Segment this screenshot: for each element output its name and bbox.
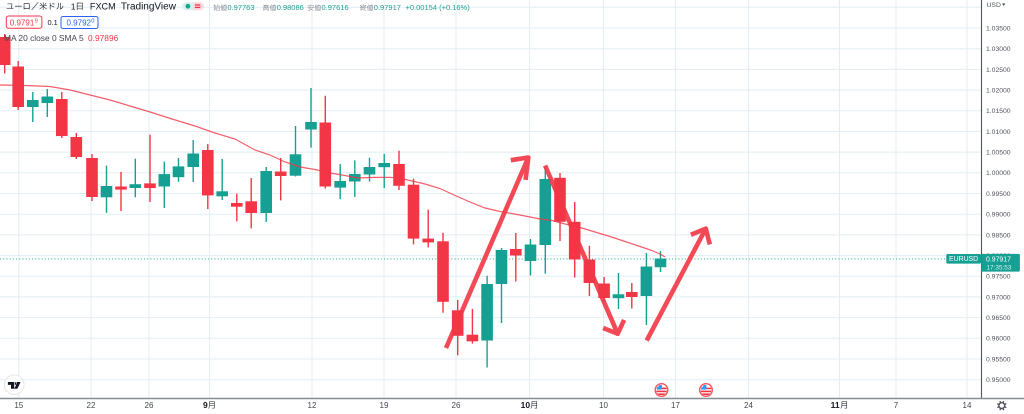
svg-text:0.95500: 0.95500 bbox=[986, 356, 1011, 363]
svg-text:11: 11 bbox=[831, 400, 840, 410]
svg-text:0.98086: 0.98086 bbox=[277, 3, 304, 12]
svg-text:15: 15 bbox=[14, 401, 23, 410]
svg-text:26: 26 bbox=[452, 401, 461, 410]
svg-text:0.97896: 0.97896 bbox=[88, 33, 119, 43]
svg-text:0.98500: 0.98500 bbox=[986, 232, 1011, 239]
svg-text:1.00500: 1.00500 bbox=[986, 150, 1011, 157]
svg-text:0.97763: 0.97763 bbox=[227, 3, 254, 12]
svg-text:1: 1 bbox=[71, 1, 76, 11]
svg-text:1.01500: 1.01500 bbox=[986, 108, 1011, 115]
svg-text:0.9792: 0.9792 bbox=[67, 18, 92, 27]
svg-text:0.97917: 0.97917 bbox=[986, 257, 1011, 264]
svg-text:9: 9 bbox=[203, 400, 208, 410]
svg-text:1.00000: 1.00000 bbox=[986, 170, 1011, 177]
svg-text:1.01000: 1.01000 bbox=[986, 129, 1011, 136]
svg-text:0.99500: 0.99500 bbox=[986, 191, 1011, 198]
svg-text:0.9791: 0.9791 bbox=[10, 18, 35, 27]
svg-text:0.97917: 0.97917 bbox=[374, 3, 401, 12]
svg-text:0.1: 0.1 bbox=[48, 18, 58, 27]
svg-text:MA 20 close 0 SMA 5: MA 20 close 0 SMA 5 bbox=[4, 33, 84, 43]
svg-text:7: 7 bbox=[894, 401, 899, 410]
svg-text:0.97500: 0.97500 bbox=[986, 274, 1011, 281]
svg-text:USD: USD bbox=[987, 2, 1001, 9]
svg-text:0.97000: 0.97000 bbox=[986, 294, 1011, 301]
svg-text:12: 12 bbox=[308, 401, 317, 410]
svg-text:9: 9 bbox=[35, 19, 38, 25]
svg-text:1.03500: 1.03500 bbox=[986, 25, 1011, 32]
svg-text:0.97616: 0.97616 bbox=[322, 3, 349, 12]
svg-text:17:35:53: 17:35:53 bbox=[987, 264, 1012, 271]
svg-text:1.03000: 1.03000 bbox=[986, 46, 1011, 53]
svg-text:0.96000: 0.96000 bbox=[986, 336, 1011, 343]
svg-text:10: 10 bbox=[521, 400, 531, 410]
svg-text:1.02500: 1.02500 bbox=[986, 67, 1011, 74]
svg-text:22: 22 bbox=[87, 401, 96, 410]
svg-text:0: 0 bbox=[91, 19, 94, 25]
svg-text:1.02000: 1.02000 bbox=[986, 88, 1011, 95]
svg-text:17: 17 bbox=[671, 401, 680, 410]
svg-text:19: 19 bbox=[380, 401, 389, 410]
svg-text:FXCM: FXCM bbox=[90, 1, 116, 11]
svg-text:+0.00154 (+0.16%): +0.00154 (+0.16%) bbox=[406, 3, 471, 12]
svg-text:TradingView: TradingView bbox=[121, 1, 177, 12]
svg-text:EURUSD: EURUSD bbox=[949, 256, 978, 263]
svg-text:0.99000: 0.99000 bbox=[986, 212, 1011, 219]
svg-text:0.96500: 0.96500 bbox=[986, 315, 1011, 322]
svg-text:10: 10 bbox=[599, 401, 608, 410]
svg-text:26: 26 bbox=[145, 401, 154, 410]
svg-text:24: 24 bbox=[744, 401, 753, 410]
svg-text:14: 14 bbox=[963, 401, 972, 410]
svg-text:0.95000: 0.95000 bbox=[986, 377, 1011, 384]
